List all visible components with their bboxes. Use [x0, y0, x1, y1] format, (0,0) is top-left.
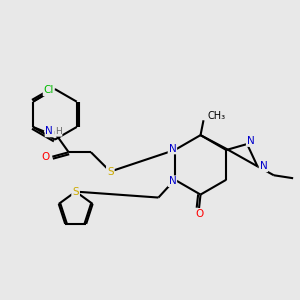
Text: N: N [169, 143, 176, 154]
Text: S: S [107, 167, 114, 176]
Text: CH₃: CH₃ [208, 111, 226, 121]
Text: S: S [107, 167, 114, 176]
Text: N: N [260, 161, 267, 171]
Text: O: O [42, 152, 50, 162]
Text: N: N [46, 126, 53, 136]
Text: Cl: Cl [44, 85, 54, 95]
Text: S: S [72, 187, 79, 196]
Text: S: S [72, 187, 79, 196]
Text: N: N [247, 136, 254, 146]
Text: O: O [195, 209, 203, 220]
Text: H: H [55, 127, 62, 136]
Text: N: N [169, 176, 176, 186]
